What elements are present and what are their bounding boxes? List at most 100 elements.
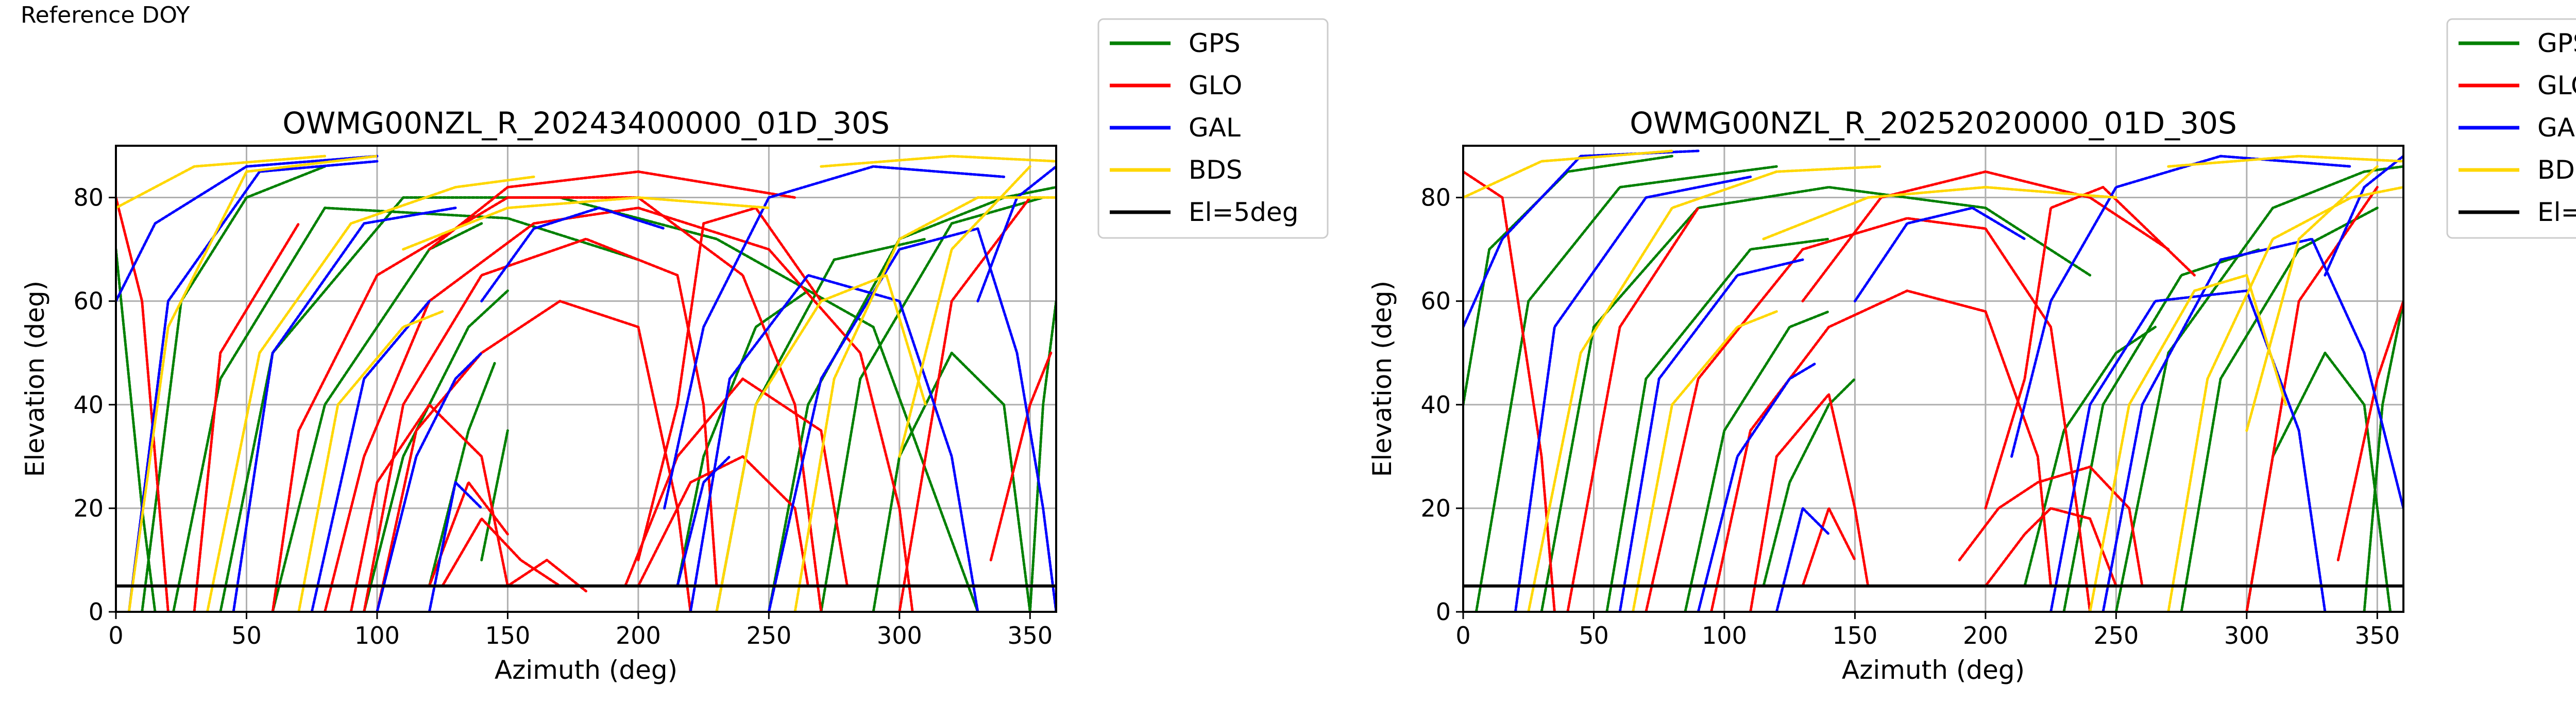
y-tick-label: 20 xyxy=(1420,494,1451,522)
legend-label-el=5deg: El=5deg xyxy=(1189,197,1298,227)
track-glo xyxy=(1984,507,2117,588)
x-tick-label: 0 xyxy=(1455,622,1470,649)
track-gps xyxy=(2114,165,2403,612)
legend-box xyxy=(1097,18,1329,239)
x-tick-label: 200 xyxy=(616,622,661,649)
track-gal xyxy=(2102,237,2403,612)
track-gal xyxy=(232,207,457,612)
track-gal xyxy=(767,227,1056,612)
track-glo xyxy=(1801,507,1856,588)
reference-doy-label: Reference DOY xyxy=(21,2,190,28)
track-bds xyxy=(2245,165,2379,432)
track-glo xyxy=(1984,185,2196,510)
legend-label-gps: GPS xyxy=(1189,28,1241,58)
track-glo xyxy=(1566,207,1700,612)
track-gal xyxy=(2324,155,2403,277)
track-bds xyxy=(793,196,1056,612)
track-gps xyxy=(820,196,1045,612)
chart-title: OWMG00NZL_R_20243400000_01D_30S xyxy=(282,106,890,141)
x-tick-label: 0 xyxy=(108,622,123,649)
track-bds xyxy=(116,155,327,210)
plot-area xyxy=(1463,146,2403,612)
track-bds xyxy=(2167,155,2403,168)
track-gal xyxy=(1853,207,2026,303)
track-gps xyxy=(1605,237,1831,612)
track-gps xyxy=(2363,300,2403,612)
track-gps xyxy=(428,362,496,588)
x-tick-label: 200 xyxy=(1963,622,2008,649)
track-bds xyxy=(2089,273,2287,612)
track-glo xyxy=(1749,393,1870,612)
track-bds xyxy=(898,165,1031,458)
y-tick-label: 40 xyxy=(73,391,104,419)
x-tick-label: 350 xyxy=(2354,622,2400,649)
track-gal xyxy=(676,455,731,588)
track-gal xyxy=(428,481,483,612)
x-tick-label: 100 xyxy=(354,622,400,649)
track-bds xyxy=(297,310,444,612)
axes-frame xyxy=(115,145,1057,613)
track-gal xyxy=(663,165,1006,510)
track-bds xyxy=(127,155,379,612)
track-glo xyxy=(324,207,914,612)
track-gps xyxy=(480,429,509,561)
legend-label-gal: GAL xyxy=(1189,113,1241,143)
track-glo xyxy=(428,170,796,251)
track-glo xyxy=(1801,170,2170,303)
legend-label-el=5deg: El=5deg xyxy=(2537,197,2576,227)
track-glo xyxy=(989,351,1053,561)
track-glo xyxy=(116,196,170,612)
track-gal xyxy=(480,207,666,303)
x-tick-label: 150 xyxy=(485,622,531,649)
track-glo xyxy=(637,207,823,561)
y-tick-label: 60 xyxy=(73,287,104,315)
track-gal xyxy=(1618,258,1804,612)
x-tick-label: 100 xyxy=(1702,622,1747,649)
track-glo xyxy=(441,517,562,588)
x-axis-label: Azimuth (deg) xyxy=(1842,655,2025,685)
y-tick-label: 40 xyxy=(1420,391,1451,419)
x-tick-label: 50 xyxy=(231,622,262,649)
chart-panel-left: 0 50 100 150 200 250 300 350 0 20 40 60 80 OWMG00NZL_… xyxy=(20,18,1329,685)
track-gps xyxy=(1028,300,1056,612)
axes-frame xyxy=(1462,145,2404,613)
track-gal xyxy=(1697,362,1817,612)
x-axis-label: Azimuth (deg) xyxy=(495,655,677,685)
track-bds xyxy=(2167,185,2403,612)
track-glo xyxy=(193,222,300,612)
legend-label-glo: GLO xyxy=(1189,71,1242,100)
track-bds xyxy=(1527,165,1883,612)
x-tick-label: 250 xyxy=(746,622,791,649)
track-glo xyxy=(271,196,823,612)
x-tick-label: 250 xyxy=(2093,622,2139,649)
track-glo xyxy=(2336,300,2403,561)
y-tick-label: 0 xyxy=(89,598,104,626)
track-bds xyxy=(1762,185,2117,241)
y-tick-label: 80 xyxy=(73,184,104,212)
data-layer xyxy=(116,155,1056,612)
x-tick-label: 150 xyxy=(1833,622,1878,649)
legend-label-bds: BDS xyxy=(1189,155,1243,185)
track-glo xyxy=(2245,185,2379,612)
track-gal xyxy=(1775,507,1831,612)
track-gps xyxy=(1762,378,1856,588)
track-bds xyxy=(206,175,535,612)
track-glo xyxy=(506,558,587,593)
track-gps xyxy=(2023,325,2157,588)
legend-label-gal: GAL xyxy=(2537,113,2576,143)
y-tick-label: 80 xyxy=(1420,184,1451,212)
y-axis-label: Elevation (deg) xyxy=(1367,281,1397,477)
track-bds xyxy=(820,155,1056,168)
x-tick-label: 300 xyxy=(2224,622,2269,649)
y-tick-label: 20 xyxy=(73,494,104,522)
track-bds xyxy=(1463,149,1674,199)
legend: GPS GLO GAL BDS El=5deg xyxy=(2446,18,2576,239)
track-gal xyxy=(376,351,483,612)
track-bds xyxy=(1632,310,1778,612)
track-glo xyxy=(1463,170,1556,612)
track-gal xyxy=(1514,175,1752,612)
track-gps xyxy=(271,222,483,612)
track-glo xyxy=(624,378,849,588)
x-tick-label: 300 xyxy=(877,622,922,649)
